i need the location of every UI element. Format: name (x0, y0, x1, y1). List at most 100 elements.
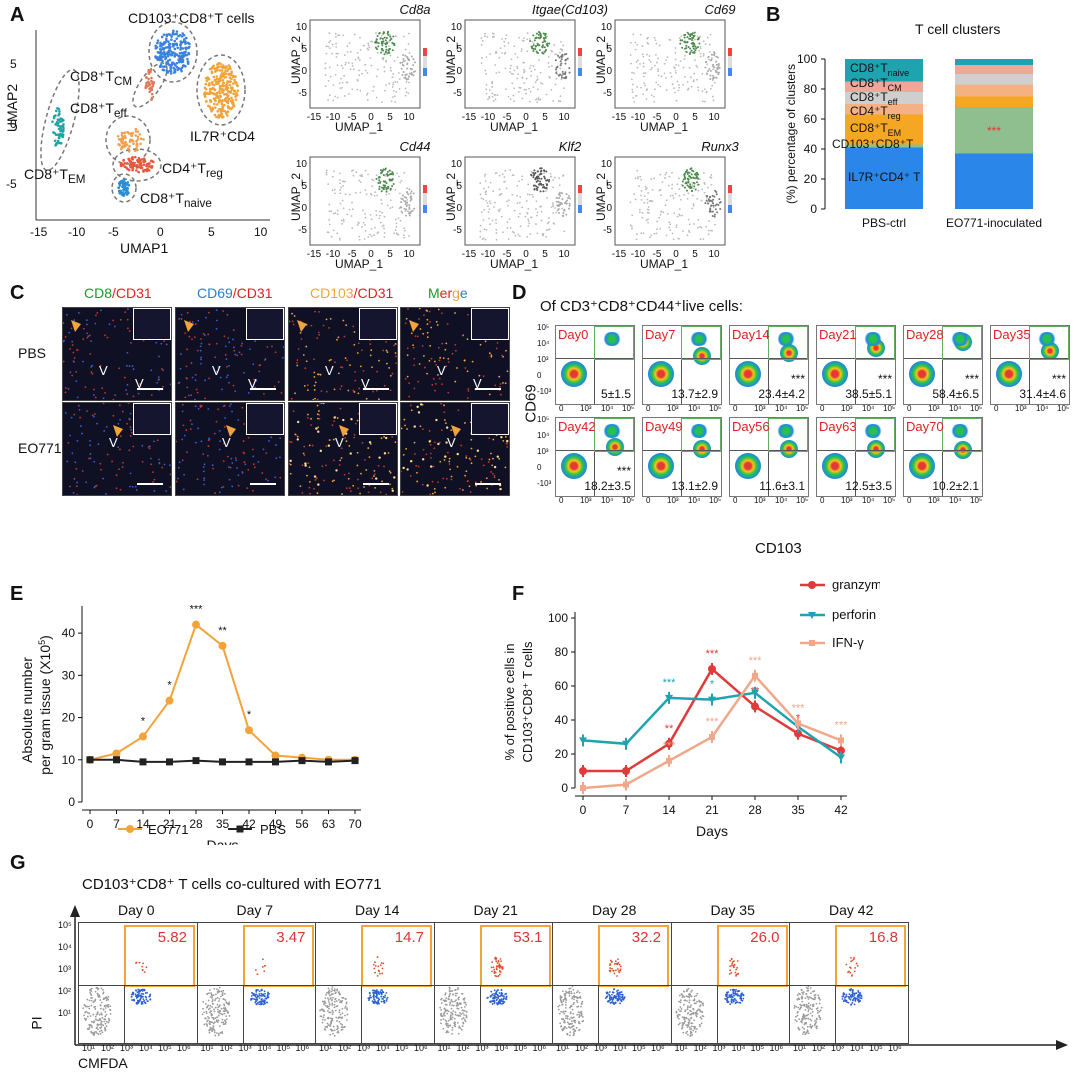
flow-day-label: Day70 (906, 419, 944, 434)
umap-xlabel: UMAP1 (120, 240, 169, 256)
y-axis-label: CD103⁺CD8⁺ T cells (520, 641, 535, 762)
data-point (751, 689, 759, 697)
flow-g-xtick: 10⁴ (494, 1043, 509, 1053)
arrow-marker (184, 320, 194, 332)
svg-text:5: 5 (208, 225, 215, 239)
flow-g-xtick: 10² (575, 1043, 589, 1053)
x-tick-label: 21 (163, 817, 177, 831)
flow-g-xtick: 10⁶ (295, 1043, 310, 1053)
micro-inset (359, 308, 397, 340)
flow-ytick: -10³ (537, 479, 552, 488)
cluster-label-teff: CD8⁺Teff (70, 100, 127, 120)
legend-marker (236, 825, 244, 833)
gene-xtick: -15 (307, 112, 322, 123)
flow-g-xtick: 10² (219, 1043, 233, 1053)
bar-segment (845, 114, 923, 145)
flow-ytick: 10³ (537, 447, 549, 456)
scale-bar (475, 388, 501, 390)
umap-ylabel: UMAP2 (4, 83, 21, 133)
bar-segment (955, 59, 1033, 65)
micro-header-stain: CD8 (84, 285, 113, 301)
x-tick-label: 35 (216, 817, 230, 831)
flow-population (735, 361, 761, 387)
flow-population (602, 424, 622, 438)
arrow-marker (339, 425, 349, 437)
flow-gate (681, 418, 721, 452)
x-tick-label: 42 (242, 817, 256, 831)
data-point (794, 729, 802, 738)
gate-percentage: 16.8 (868, 929, 898, 946)
panel-a-label: A (10, 4, 25, 26)
data-point (665, 694, 673, 702)
flow-ytick: -10³ (537, 387, 552, 396)
flow-day-label: Day49 (645, 419, 683, 434)
flow-xtick: 0 (646, 496, 651, 505)
svg-text:-10: -10 (68, 225, 86, 239)
data-point (622, 740, 630, 748)
flow-population (950, 332, 970, 346)
gene-xtick: 5 (542, 249, 548, 260)
flow-g-plot: 26.0 (670, 922, 791, 1044)
gene-xtick: 5 (387, 249, 393, 260)
flow-population (693, 439, 711, 458)
flow-percentage: 18.2±3.5 (584, 479, 631, 493)
gene-xtick: 0 (368, 249, 374, 260)
y-axis-label: % of positive cells in (502, 643, 517, 760)
flow-d-xlabel: CD103 (755, 540, 802, 557)
flow-g-plot: 32.2 (552, 922, 672, 1044)
flow-plot: Day0 5±1.5 (555, 325, 635, 405)
gene-ylabel: UMAP_2 (289, 35, 304, 85)
flow-population (996, 361, 1022, 387)
merge-letter: M (428, 285, 440, 301)
gene-xtick: 10 (558, 249, 570, 260)
flow-ytick: 10⁴ (537, 339, 550, 348)
vessel-label: V (473, 376, 482, 391)
flow-population (909, 453, 935, 479)
flow-g-xtick: 10² (693, 1043, 707, 1053)
legend-label: IFN-γ (832, 635, 864, 650)
gene-ytick: 10 (601, 159, 613, 170)
flow-plot: Day35 31.4±4.6 *** (990, 325, 1070, 405)
data-point (752, 672, 758, 679)
gene-xtick: 10 (403, 249, 415, 260)
flow-g-ytick: 10⁵ (58, 920, 72, 930)
gene-xtick: -15 (612, 249, 627, 260)
panel-e-label: E (10, 583, 24, 605)
data-point (838, 737, 844, 744)
legend-label: perforin (832, 607, 876, 622)
gene-xlabel: UMAP_1 (335, 120, 384, 134)
micro-image: V (288, 402, 398, 496)
micro-header: CD69/CD31 (197, 285, 272, 301)
gene-ytick: 0 (456, 66, 462, 77)
x-tick-label: 14 (136, 817, 150, 831)
bar-segment (845, 104, 923, 115)
flow-g-xtick: 10² (456, 1043, 470, 1053)
bar-segment (845, 81, 923, 92)
gene-title: Runx3 (701, 139, 739, 154)
flow-xtick: 10⁵ (970, 404, 983, 413)
micro-inset (246, 308, 284, 340)
flow-xtick: 10⁴ (949, 496, 962, 505)
gene-xtick: 0 (673, 112, 679, 123)
gene-title: Klf2 (558, 139, 582, 154)
flow-xtick: 10³ (754, 404, 766, 413)
gate-box: 14.7 (361, 925, 432, 987)
data-point (192, 620, 200, 629)
gene-xtick: -10 (631, 112, 646, 123)
flow-xtick: 10³ (841, 404, 853, 413)
data-point (708, 696, 716, 704)
flow-percentage: 5±1.5 (601, 387, 631, 401)
flow-g-xtick: 10⁵ (869, 1043, 883, 1053)
merge-letter: er (439, 285, 453, 301)
x-tick-label: EO771-inoculated (946, 216, 1042, 230)
flow-xtick: 10³ (841, 496, 853, 505)
flow-significance: *** (964, 372, 979, 386)
flow-plot: Day21 38.5±5.1 *** (816, 325, 896, 405)
flow-xtick: 10³ (928, 496, 940, 505)
data-point (579, 737, 587, 745)
micro-inset (246, 403, 284, 435)
flow-xtick: 10³ (667, 404, 679, 413)
flow-xtick: 0 (820, 404, 825, 413)
x-axis-label: Days (207, 837, 239, 845)
flow-g-day-label: Day 7 (236, 902, 274, 918)
